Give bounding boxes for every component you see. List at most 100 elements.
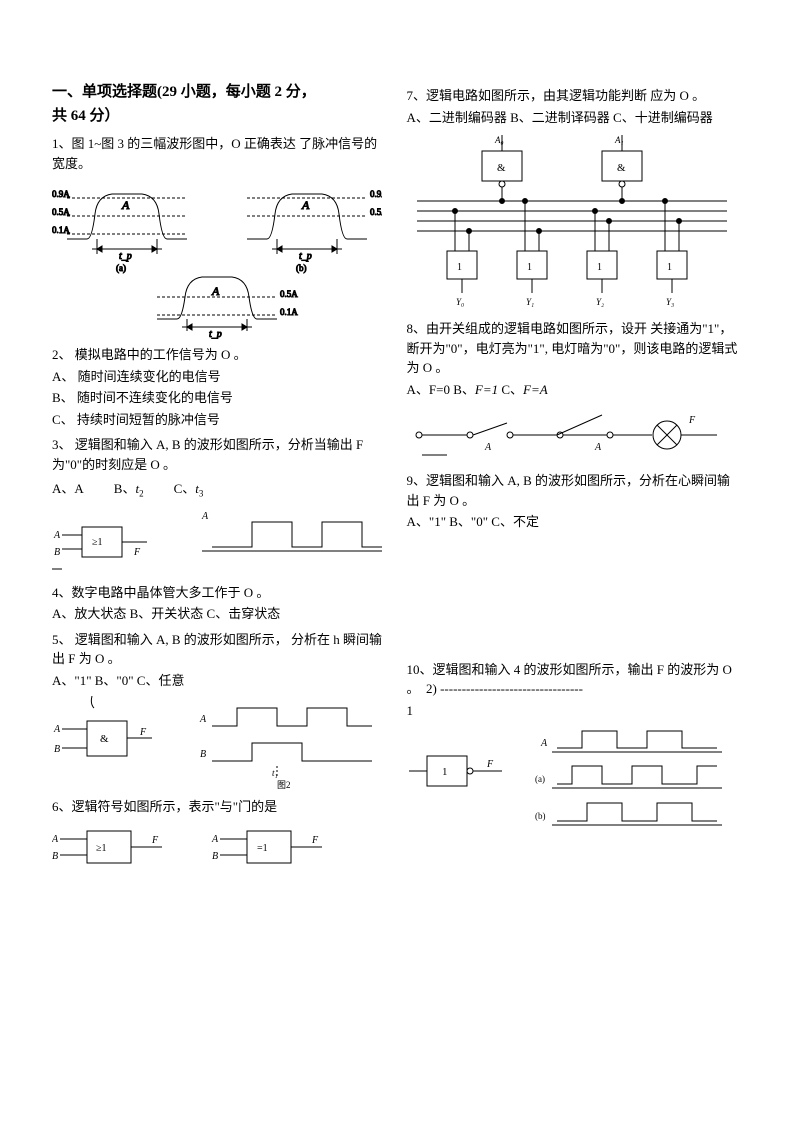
q8-figure: A A F — [407, 405, 742, 465]
q10-figure: 1 F A (a) (b) — [407, 726, 742, 836]
svg-text:t_p: t_p — [119, 251, 132, 262]
q9-text: 9、逻辑图和输入 A, B 的波形如图所示，分析在心瞬间输出 F 为 O 。 — [407, 471, 742, 510]
q3-diagram: ≥1 A B F A — [52, 507, 382, 577]
svg-text:A: A — [484, 442, 492, 453]
q5-text: 5、 逻辑图和输入 A, B 的波形如图所示， 分析在 h 瞬间输出 F 为 O… — [52, 630, 387, 669]
q4-text: 4、数字电路中晶体管大多工作于 O 。 — [52, 583, 387, 603]
svg-text:A: A — [52, 834, 59, 845]
svg-text:B: B — [52, 851, 58, 862]
svg-text:t_p: t_p — [209, 329, 222, 339]
svg-text:B: B — [212, 851, 218, 862]
svg-text:A: A — [594, 442, 602, 453]
svg-text:A: A — [199, 714, 207, 725]
svg-text:A₁: A₁ — [614, 135, 624, 145]
svg-text:0.9A: 0.9A — [52, 189, 70, 199]
q9-opts: A、"1" B、"0" C、不定 — [407, 512, 742, 532]
svg-text:Y₁: Y₁ — [526, 297, 534, 307]
q8-diagram: A A F — [407, 405, 737, 465]
svg-text:F: F — [311, 835, 319, 846]
svg-text:F: F — [486, 759, 494, 770]
svg-text:t₁: t₁ — [272, 768, 278, 778]
q8-opts: A、F=0 B、F=1 C、F=A — [407, 380, 742, 400]
svg-text:&: & — [617, 162, 626, 174]
svg-text:0.1A: 0.1A — [280, 307, 298, 317]
q3-options: A、A B、t2 C、t3 — [52, 478, 387, 499]
section-title: 一、单项选择题(29 小题，每小题 2 分， 共 64 分） — [52, 80, 387, 128]
svg-text:A₀: A₀ — [494, 135, 504, 145]
svg-text:0.1A: 0.1A — [52, 225, 70, 235]
svg-text:Y₀: Y₀ — [456, 297, 464, 307]
svg-text:B: B — [54, 547, 60, 558]
q3-opt-b: B、t2 — [114, 478, 144, 499]
svg-text:t_p: t_p — [299, 251, 312, 262]
q5-figure: & A B F A B t₁ 图2 — [52, 696, 387, 791]
q7-text: 7、逻辑电路如图所示，由其逻辑功能判断 应为 O 。 — [407, 86, 742, 106]
q5-diagram: & A B F A B t₁ 图2 — [52, 696, 382, 791]
q2-opt-b: B、 随时间不连续变化的电信号 — [52, 388, 387, 408]
spacer — [407, 534, 742, 654]
svg-text:F: F — [151, 835, 159, 846]
svg-text:1: 1 — [667, 262, 672, 273]
svg-text:F: F — [133, 547, 141, 558]
left-column: 一、单项选择题(29 小题，每小题 2 分， 共 64 分） 1、图 1~图 3… — [52, 80, 387, 879]
q2-text: 2、 模拟电路中的工作信号为 O 。 — [52, 345, 387, 365]
svg-text:A: A — [540, 738, 548, 749]
q1-pulse-diagram: 0.9A 0.5A 0.1A A t_p (a) — [52, 179, 382, 339]
svg-text:(b): (b) — [296, 263, 307, 273]
svg-text:0.5A: 0.5A — [370, 207, 382, 217]
svg-text:A: A — [211, 284, 220, 298]
svg-text:B: B — [200, 749, 206, 760]
svg-text:Y₃: Y₃ — [666, 297, 674, 307]
svg-text:A: A — [53, 530, 61, 541]
q2-opt-c: C、 持续时间短暂的脉冲信号 — [52, 410, 387, 430]
svg-text:0.5A: 0.5A — [280, 289, 298, 299]
q1-text: 1、图 1~图 3 的三幅波形图中，O 正确表达 了脉冲信号的宽度。 — [52, 134, 387, 173]
section-title-line2: 共 64 分） — [52, 108, 120, 124]
q6-diagram: ≥1 A B F =1 A B F — [52, 823, 382, 873]
q3-opt-a: A、A — [52, 478, 84, 499]
svg-text:A: A — [211, 834, 219, 845]
svg-text:B: B — [54, 744, 60, 755]
q3-opt-c: C、t3 — [174, 478, 204, 499]
q10-text: 10、逻辑图和输入 4 的波形如图所示，输出 F 的波形为 O 。 2) ---… — [407, 660, 742, 699]
section-title-line1: 一、单项选择题(29 小题，每小题 2 分， — [52, 84, 316, 100]
svg-text:(b): (b) — [535, 811, 546, 821]
q7-diagram: & & A₀ A₁ 1 1 1 1 Y₀ Y₁ Y₂ Y₃ — [407, 133, 737, 313]
svg-text:图2: 图2 — [277, 780, 291, 790]
q3-figure: ≥1 A B F A — [52, 507, 387, 577]
svg-text:Y₂: Y₂ — [596, 297, 604, 307]
svg-text:0.9A: 0.9A — [370, 189, 382, 199]
svg-text:1: 1 — [457, 262, 462, 273]
q4-opts: A、放大状态 B、开关状态 C、击穿状态 — [52, 604, 387, 624]
svg-text:≥1: ≥1 — [96, 843, 107, 854]
q10-diagram: 1 F A (a) (b) — [407, 726, 737, 836]
svg-text:1: 1 — [442, 766, 448, 778]
svg-text:A: A — [301, 198, 310, 212]
svg-text:A: A — [53, 724, 61, 735]
svg-text:F: F — [688, 415, 696, 426]
svg-text:A: A — [121, 198, 130, 212]
q2-opt-a: A、 随时间连续变化的电信号 — [52, 367, 387, 387]
q3-text: 3、 逻辑图和输入 A, B 的波形如图所示，分析当输出 F 为"0"的时刻应是… — [52, 435, 387, 474]
q6-figure: ≥1 A B F =1 A B F — [52, 823, 387, 873]
q1-figure: 0.9A 0.5A 0.1A A t_p (a) — [52, 179, 387, 339]
svg-text:=1: =1 — [257, 843, 268, 854]
svg-text:&: & — [497, 162, 506, 174]
q7-opts: A、二进制编码器 B、二进制译码器 C、十进制编码器 — [407, 108, 742, 128]
svg-text:&: & — [100, 733, 109, 745]
q6-text: 6、逻辑符号如图所示，表示"与"门的是 — [52, 797, 387, 817]
q10-label1: 1 — [407, 701, 742, 721]
q8-text: 8、由开关组成的逻辑电路如图所示，设开 关接通为"1"，断开为"0"，电灯亮为"… — [407, 319, 742, 378]
svg-text:≥1: ≥1 — [92, 537, 103, 548]
svg-text:0.5A: 0.5A — [52, 207, 70, 217]
svg-text:1: 1 — [527, 262, 532, 273]
q7-figure: & & A₀ A₁ 1 1 1 1 Y₀ Y₁ Y₂ Y₃ — [407, 133, 742, 313]
svg-text:F: F — [139, 727, 147, 738]
right-column: 7、逻辑电路如图所示，由其逻辑功能判断 应为 O 。 A、二进制编码器 B、二进… — [407, 80, 742, 879]
svg-text:A: A — [201, 511, 209, 522]
svg-text:1: 1 — [597, 262, 602, 273]
q5-opts: A、"1" B、"0" C、任意 — [52, 671, 387, 691]
page-container: 一、单项选择题(29 小题，每小题 2 分， 共 64 分） 1、图 1~图 3… — [0, 0, 793, 939]
svg-text:(a): (a) — [116, 263, 126, 273]
svg-text:(a): (a) — [535, 774, 545, 784]
